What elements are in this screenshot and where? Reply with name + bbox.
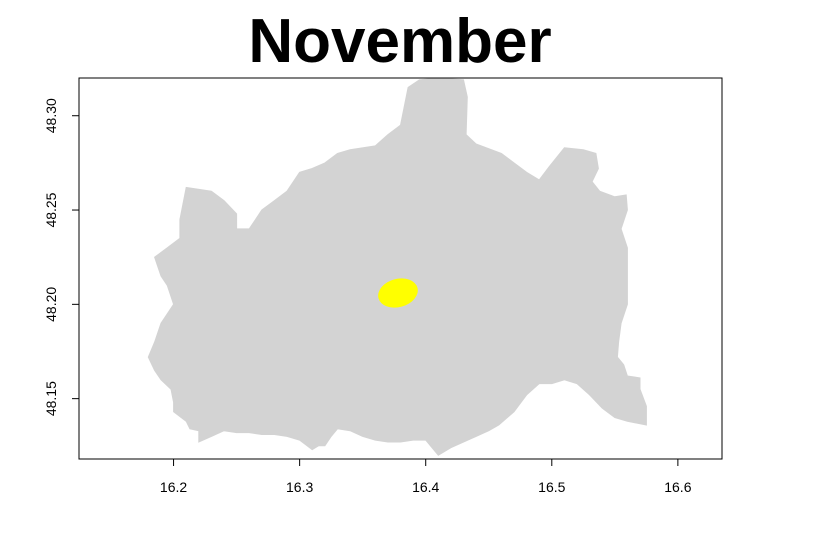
- x-tick-label: 16.5: [538, 479, 565, 495]
- x-tick-label: 16.6: [664, 479, 691, 495]
- x-tick-label: 16.2: [160, 479, 187, 495]
- map-title: November: [248, 7, 552, 76]
- city-boundary-region: [147, 78, 647, 456]
- x-tick-label: 16.4: [412, 479, 439, 495]
- y-tick-label: 48.30: [43, 98, 59, 133]
- plot-frame: [78, 77, 723, 460]
- highlight-layer: [378, 278, 418, 308]
- region-layer: [147, 78, 647, 456]
- y-tick-label: 48.15: [43, 381, 59, 416]
- x-tick-label: 16.3: [286, 479, 313, 495]
- x-axis: 16.2 16.3 16.4 16.5 16.6: [160, 459, 692, 495]
- y-tick-label: 48.20: [43, 287, 59, 322]
- y-tick-label: 48.25: [43, 192, 59, 227]
- highlight-area: [378, 278, 418, 308]
- y-axis: 48.15 48.20 48.25 48.30: [43, 98, 79, 416]
